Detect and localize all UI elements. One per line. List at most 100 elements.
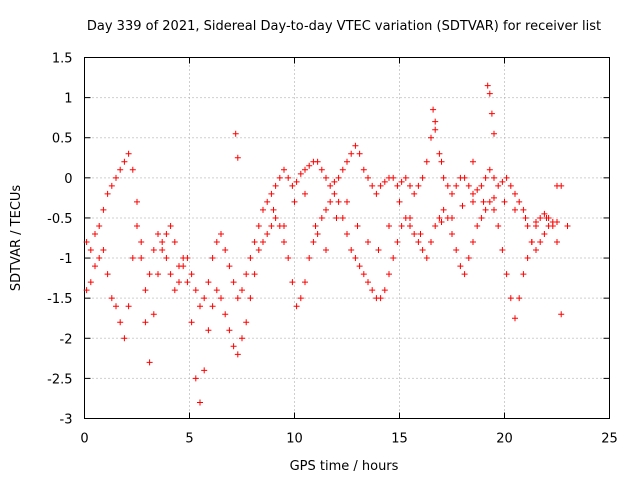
x-tick-label: 20 bbox=[496, 432, 513, 447]
data-point bbox=[543, 214, 550, 221]
data-point bbox=[113, 303, 119, 310]
data-point bbox=[302, 166, 308, 173]
data-point bbox=[239, 287, 245, 294]
data-point bbox=[146, 359, 153, 366]
chart-title: Day 339 of 2021, Sidereal Day-to-day VTE… bbox=[87, 19, 601, 34]
data-point bbox=[205, 327, 212, 334]
data-point bbox=[146, 271, 153, 278]
data-point bbox=[255, 222, 262, 229]
y-tick-label: -3 bbox=[60, 413, 73, 428]
data-point bbox=[495, 182, 502, 189]
data-point bbox=[331, 178, 338, 185]
data-point bbox=[92, 263, 98, 270]
series-receiver-d bbox=[430, 82, 497, 165]
data-point bbox=[365, 174, 371, 181]
data-point bbox=[390, 255, 397, 262]
data-point bbox=[121, 335, 128, 342]
data-point bbox=[474, 222, 481, 229]
data-point bbox=[430, 106, 437, 113]
data-point bbox=[461, 271, 468, 278]
data-point bbox=[264, 230, 271, 237]
data-point bbox=[470, 190, 476, 197]
data-point bbox=[121, 158, 128, 165]
data-point bbox=[486, 90, 493, 97]
data-point bbox=[239, 335, 245, 342]
data-point bbox=[369, 182, 376, 189]
data-point bbox=[449, 214, 455, 221]
data-point bbox=[503, 174, 510, 181]
data-point bbox=[482, 174, 489, 181]
data-point bbox=[339, 166, 346, 173]
data-point bbox=[289, 279, 296, 286]
data-point bbox=[150, 311, 157, 318]
data-point bbox=[297, 170, 304, 177]
data-point bbox=[270, 206, 277, 213]
data-point bbox=[533, 218, 539, 225]
data-point bbox=[386, 271, 392, 278]
data-point bbox=[558, 311, 565, 318]
data-point bbox=[163, 255, 170, 262]
y-axis-title: SDTVAR / TECUs bbox=[9, 185, 24, 292]
data-point bbox=[201, 295, 208, 302]
data-point bbox=[230, 343, 237, 350]
data-point bbox=[218, 295, 224, 302]
data-point bbox=[360, 166, 367, 173]
data-point bbox=[478, 214, 485, 221]
data-point bbox=[192, 287, 199, 294]
data-point bbox=[176, 263, 182, 270]
data-point bbox=[537, 214, 544, 221]
x-axis-title: GPS time / hours bbox=[290, 459, 399, 474]
data-point bbox=[83, 239, 90, 246]
data-point bbox=[352, 255, 359, 262]
plot-frame bbox=[84, 57, 610, 419]
data-point bbox=[365, 239, 371, 246]
data-point bbox=[432, 222, 439, 229]
y-tick-labels: 1.5 1 0.5 0 -0.5 -1 -1.5 -2 -2.5 -3 bbox=[47, 52, 72, 428]
data-point bbox=[524, 222, 531, 229]
y-tick-label: 1.5 bbox=[52, 52, 73, 67]
data-point bbox=[491, 130, 497, 137]
x-tick-label: 10 bbox=[286, 432, 303, 447]
y-tick-label: 1 bbox=[64, 92, 72, 107]
data-point bbox=[352, 142, 359, 149]
data-point bbox=[449, 230, 455, 237]
data-point bbox=[293, 303, 300, 310]
data-point bbox=[234, 295, 241, 302]
data-point bbox=[171, 287, 178, 294]
data-point bbox=[486, 166, 493, 173]
data-point bbox=[218, 230, 224, 237]
data-point bbox=[457, 263, 464, 270]
data-point bbox=[449, 190, 455, 197]
data-point bbox=[453, 247, 460, 254]
data-point bbox=[268, 190, 275, 197]
data-point bbox=[411, 230, 418, 237]
data-point bbox=[163, 230, 170, 237]
data-point bbox=[255, 247, 262, 254]
data-point bbox=[417, 230, 424, 237]
data-point bbox=[159, 239, 166, 246]
y-tick-label: -1 bbox=[60, 252, 73, 267]
data-point bbox=[423, 255, 430, 262]
data-point bbox=[272, 214, 279, 221]
data-point bbox=[96, 222, 103, 229]
data-points bbox=[83, 82, 571, 406]
data-point bbox=[396, 198, 403, 205]
data-point bbox=[411, 190, 418, 197]
data-point bbox=[129, 255, 136, 262]
data-point bbox=[222, 311, 229, 318]
data-point bbox=[209, 255, 216, 262]
data-point bbox=[470, 198, 476, 205]
data-point bbox=[113, 174, 119, 181]
data-point bbox=[104, 190, 111, 197]
data-point bbox=[134, 222, 140, 229]
data-point bbox=[155, 230, 161, 237]
data-point bbox=[260, 206, 266, 213]
data-point bbox=[100, 206, 107, 213]
data-point bbox=[247, 295, 254, 302]
data-point bbox=[419, 247, 426, 254]
data-point bbox=[440, 206, 447, 213]
data-point bbox=[281, 239, 287, 246]
data-point bbox=[335, 174, 342, 181]
x-tick-label: 15 bbox=[391, 432, 408, 447]
